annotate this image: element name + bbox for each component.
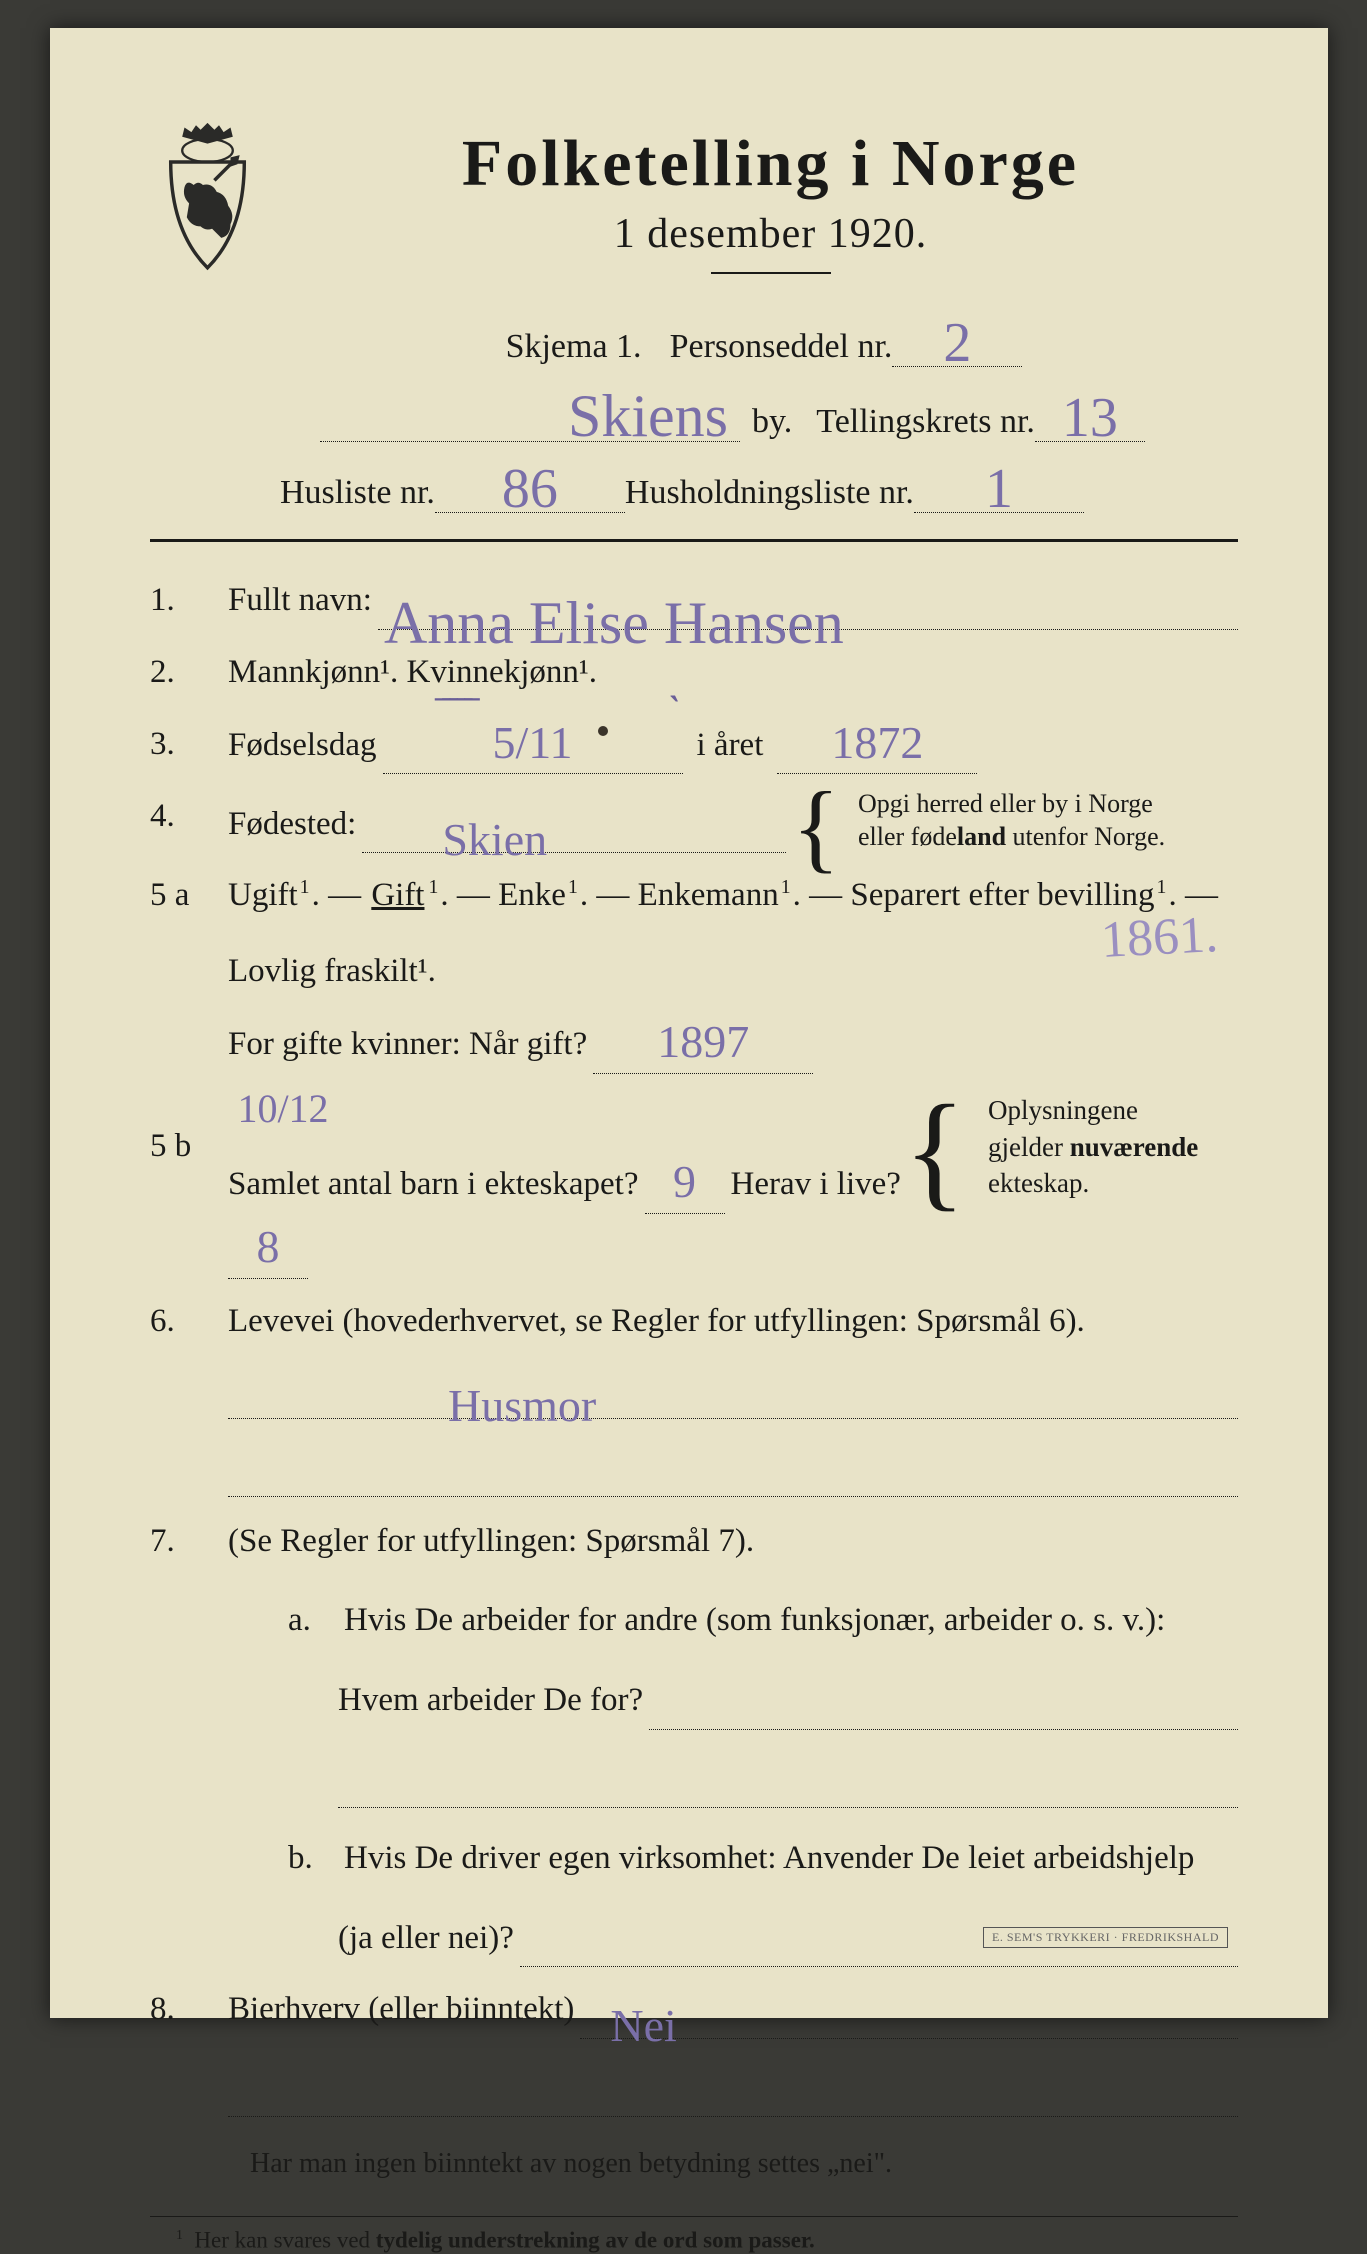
q7-row: 7. (Se Regler for utfyllingen: Spørsmål … [150,1513,1238,1968]
meta-line-2: Skiens by. Tellingskrets nr. 13 [320,385,1208,442]
subtitle-rule [711,272,831,274]
tellingskrets-label: Tellingskrets nr. [816,403,1035,441]
q5b-label2: Samlet antal barn i ekteskapet? [228,1156,639,1214]
q3-yearlabel: i året [697,717,764,775]
q7b-text2: (ja eller nei)? [338,1910,514,1968]
husholdningsliste-label: Husholdningsliste nr. [625,474,914,512]
q7-num: 7. [150,1513,228,1968]
q6-text: Levevei (hovederhvervet, se Regler for u… [228,1293,1238,1351]
meta-line-1: Skjema 1. Personseddel nr. 2 [320,314,1208,367]
q1-row: 1. Fullt navn: Anna Elise Hansen [150,572,1238,630]
q6-row: 6. Levevei (hovederhvervet, se Regler fo… [150,1293,1238,1497]
q7b-text1: Hvis De driver egen virksomhet: Anvender… [344,1830,1194,1888]
q3-day: 5/11 [492,717,572,768]
q5a-options: Ugift1. — Gift1. — Enke1. — Enkemann1. —… [228,867,1238,925]
q6-field-2 [228,1459,1238,1497]
q1-label: Fullt navn: [228,572,372,630]
header: Folketelling i Norge 1 desember 1920. [150,108,1238,274]
census-form-page: Folketelling i Norge 1 desember 1920. Sk… [50,28,1328,2018]
q7a-field [649,1692,1238,1730]
q5b-label3: Herav i live? [731,1156,901,1214]
q7a-text2: Hvem arbeider De for? [338,1672,643,1730]
q5b-label1: For gifte kvinner: Når gift? [228,1016,587,1074]
q5a-line2: Lovlig fraskilt¹. [228,943,1238,1001]
margin-year-annotation: 1861. [1100,905,1220,970]
husholdningsliste-nr: 1 [985,458,1013,520]
husliste-nr: 86 [502,458,558,520]
q1-num: 1. [150,572,228,630]
q2-text: Mannkjønn¹. Kvinnekjønn¹. [228,654,597,690]
q7a-text1: Hvis De arbeider for andre (som funksjon… [344,1592,1165,1650]
skjema-label: Skjema 1. [506,328,642,366]
by-value: Skiens [568,383,728,449]
q4-note-a: Opgi herred eller by i Norge [858,788,1238,821]
q5b-note2: gjelder nuværende [988,1129,1238,1165]
ink-dot-icon [598,726,608,736]
tick-mark-icon: ˎ [668,640,683,717]
q5b-barn: 9 [673,1156,696,1207]
q8-label: Bierhverv (eller biinntekt) [228,1981,574,2039]
biinntekt-note: Har man ingen biinntekt av nogen betydni… [250,2139,1238,2188]
brace-right-icon: { [904,1112,966,1190]
q7b: b. Hvis De driver egen virksomhet: Anven… [228,1830,1238,1888]
q4-note: Opgi herred eller by i Norge eller fødel… [858,788,1238,853]
q5b-row: 5 b For gifte kvinner: Når gift? 1897 10… [150,1015,1238,1279]
husliste-label: Husliste nr. [280,474,435,512]
q6-field: Husmor [228,1381,1238,1419]
q7b-label: b. [288,1830,338,1888]
q5b-note1: Oplysningene [988,1092,1238,1128]
q1-field: Anna Elise Hansen [378,592,1238,630]
main-title: Folketelling i Norge [303,126,1238,202]
q5b-ilive: 8 [257,1221,280,1272]
title-block: Folketelling i Norge 1 desember 1920. [303,108,1238,274]
q3-num: 3. [150,716,228,775]
q5b-year: 1897 [657,1016,749,1067]
personseddel-nr: 2 [943,312,971,374]
q6-num: 6. [150,1293,228,1497]
q5b-note3: ekteskap. [988,1165,1238,1201]
crest-svg [150,116,265,277]
q8-field-2 [228,2079,1238,2117]
q7-intro: (Se Regler for utfyllingen: Spørsmål 7). [228,1513,1238,1571]
q7a-field-2 [338,1770,1238,1808]
subtitle: 1 desember 1920. [303,210,1238,258]
form-meta: Skjema 1. Personseddel nr. 2 Skiens by. … [320,314,1208,513]
q7a-label: a. [288,1592,338,1650]
footnote: 1 Her kan svares ved tydelig understrekn… [150,2227,1238,2254]
q8-value: Nei [610,2005,676,2040]
q5b-line2: Samlet antal barn i ekteskapet? 9 Herav … [228,1155,904,1279]
q5b-note: Oplysningene gjelder nuværende ekteskap. [988,1092,1238,1201]
printer-stamp: E. SEM'S TRYKKERI · FREDRIKSHALD [983,1927,1228,1948]
meta-line-3: Husliste nr. 86 Husholdningsliste nr. 1 [280,460,1208,513]
q3-row: 3. Fødselsdag 5/11 i året 1872 [150,716,1238,775]
tellingskrets-nr: 13 [1062,387,1118,449]
q4-value: Skien [442,819,547,854]
q8-row: 8. Bierhverv (eller biinntekt) Nei [150,1981,1238,2039]
q8-field: Nei [580,2001,1238,2039]
brace-left-icon: { [792,797,840,857]
divider-heavy [150,539,1238,542]
q2-row: 2. Mannkjønn¹. Kvinnekjønn¹. ‾‾‾‾‾ ˎ [150,644,1238,702]
q8-num: 8. [150,1981,228,2039]
q5b-line1: For gifte kvinner: Når gift? 1897 10/12 [228,1015,904,1138]
q3-year: 1872 [831,717,923,768]
q1-value: Anna Elise Hansen [384,596,844,631]
q3-label: Fødselsdag [228,717,377,775]
personseddel-label: Personseddel nr. [670,328,893,366]
q4-num: 4. [150,788,228,853]
q5a-row: 5 a Ugift1. — Gift1. — Enke1. — Enkemann… [150,867,1238,1001]
norway-coat-of-arms-icon [150,116,265,271]
q4-label: Fødested: [228,796,356,854]
q5a-num: 5 a [150,867,228,1001]
q6-value: Husmor [448,1385,596,1420]
q5b-date: 10/12 [237,1086,328,1131]
q4-note-b: eller fødeland utenfor Norge. [858,821,1238,854]
q7a: a. Hvis De arbeider for andre (som funks… [228,1592,1238,1650]
by-label: by. [752,403,792,441]
q4-row: 4. Fødested: Skien { Opgi herred eller b… [150,788,1238,853]
q2-num: 2. [150,644,228,702]
q5b-num: 5 b [150,1118,228,1176]
footnote-rule [150,2216,1238,2217]
